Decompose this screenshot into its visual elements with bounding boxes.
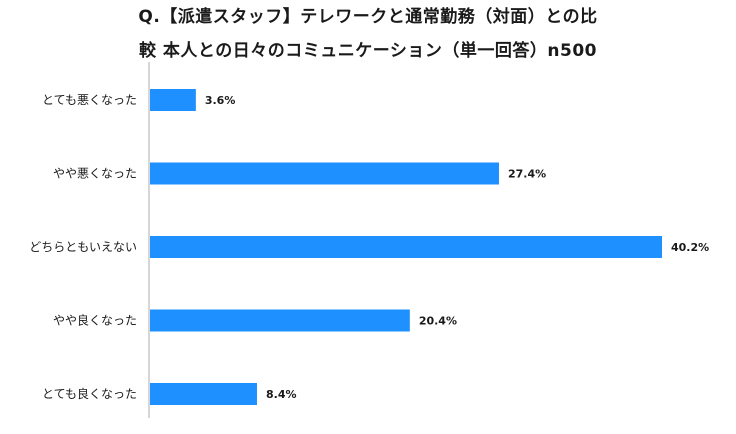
bar-2: [150, 236, 662, 258]
category-label-0: とても悪くなった: [42, 93, 137, 107]
bar-3: [150, 309, 410, 332]
category-label-3: やや良くなった: [53, 313, 137, 328]
value-label-1: 27.4%: [508, 168, 546, 181]
chart-title-line2: 較 本人との日々のコミュニケーション（単一回答）n500: [139, 41, 597, 61]
bar-1: [150, 162, 499, 185]
bar-0: [150, 89, 196, 111]
chart-title-line1: Q.【派遣スタッフ】テレワークと通常勤務（対面）との比: [138, 7, 598, 27]
value-label-4: 8.4%: [266, 388, 297, 401]
category-label-4: とても良くなった: [42, 386, 137, 401]
category-label-1: やや悪くなった: [53, 167, 137, 181]
value-label-3: 20.4%: [419, 315, 457, 328]
value-label-0: 3.6%: [205, 94, 236, 107]
bar-4: [150, 383, 257, 405]
category-label-2: どちらともいえない: [29, 240, 137, 254]
value-label-2: 40.2%: [671, 241, 709, 254]
